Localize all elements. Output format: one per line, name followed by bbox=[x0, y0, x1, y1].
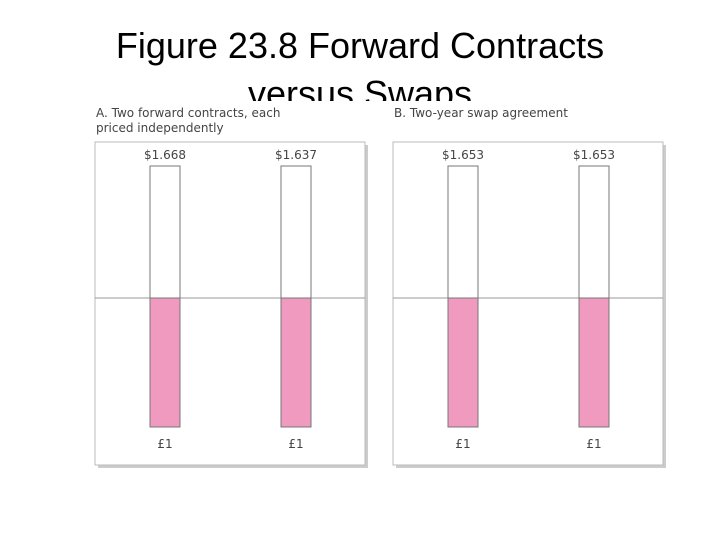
inflow-label: $1.653 bbox=[573, 148, 615, 162]
outflow-label: £1 bbox=[455, 437, 470, 451]
inflow-label: $1.653 bbox=[442, 148, 484, 162]
outflow-bar bbox=[447, 297, 479, 428]
slide-title: Figure 23.8 Forward Contracts versus Swa… bbox=[115, 25, 605, 114]
inflow-label: $1.637 bbox=[275, 148, 317, 162]
panel-label: A. Two forward contracts, each bbox=[96, 106, 280, 120]
inflow-bar bbox=[280, 165, 312, 299]
inflow-label: $1.668 bbox=[144, 148, 186, 162]
panel-label: priced independently bbox=[96, 121, 224, 135]
inflow-bar bbox=[578, 165, 610, 299]
outflow-label: £1 bbox=[288, 437, 303, 451]
outflow-bar bbox=[578, 297, 610, 428]
panel-label: B. Two-year swap agreement bbox=[394, 106, 568, 120]
outflow-label: £1 bbox=[586, 437, 601, 451]
inflow-bar bbox=[149, 165, 181, 299]
outflow-bar bbox=[149, 297, 181, 428]
outflow-label: £1 bbox=[157, 437, 172, 451]
panel bbox=[392, 141, 664, 466]
outflow-bar bbox=[280, 297, 312, 428]
panel bbox=[94, 141, 366, 466]
inflow-bar bbox=[447, 165, 479, 299]
